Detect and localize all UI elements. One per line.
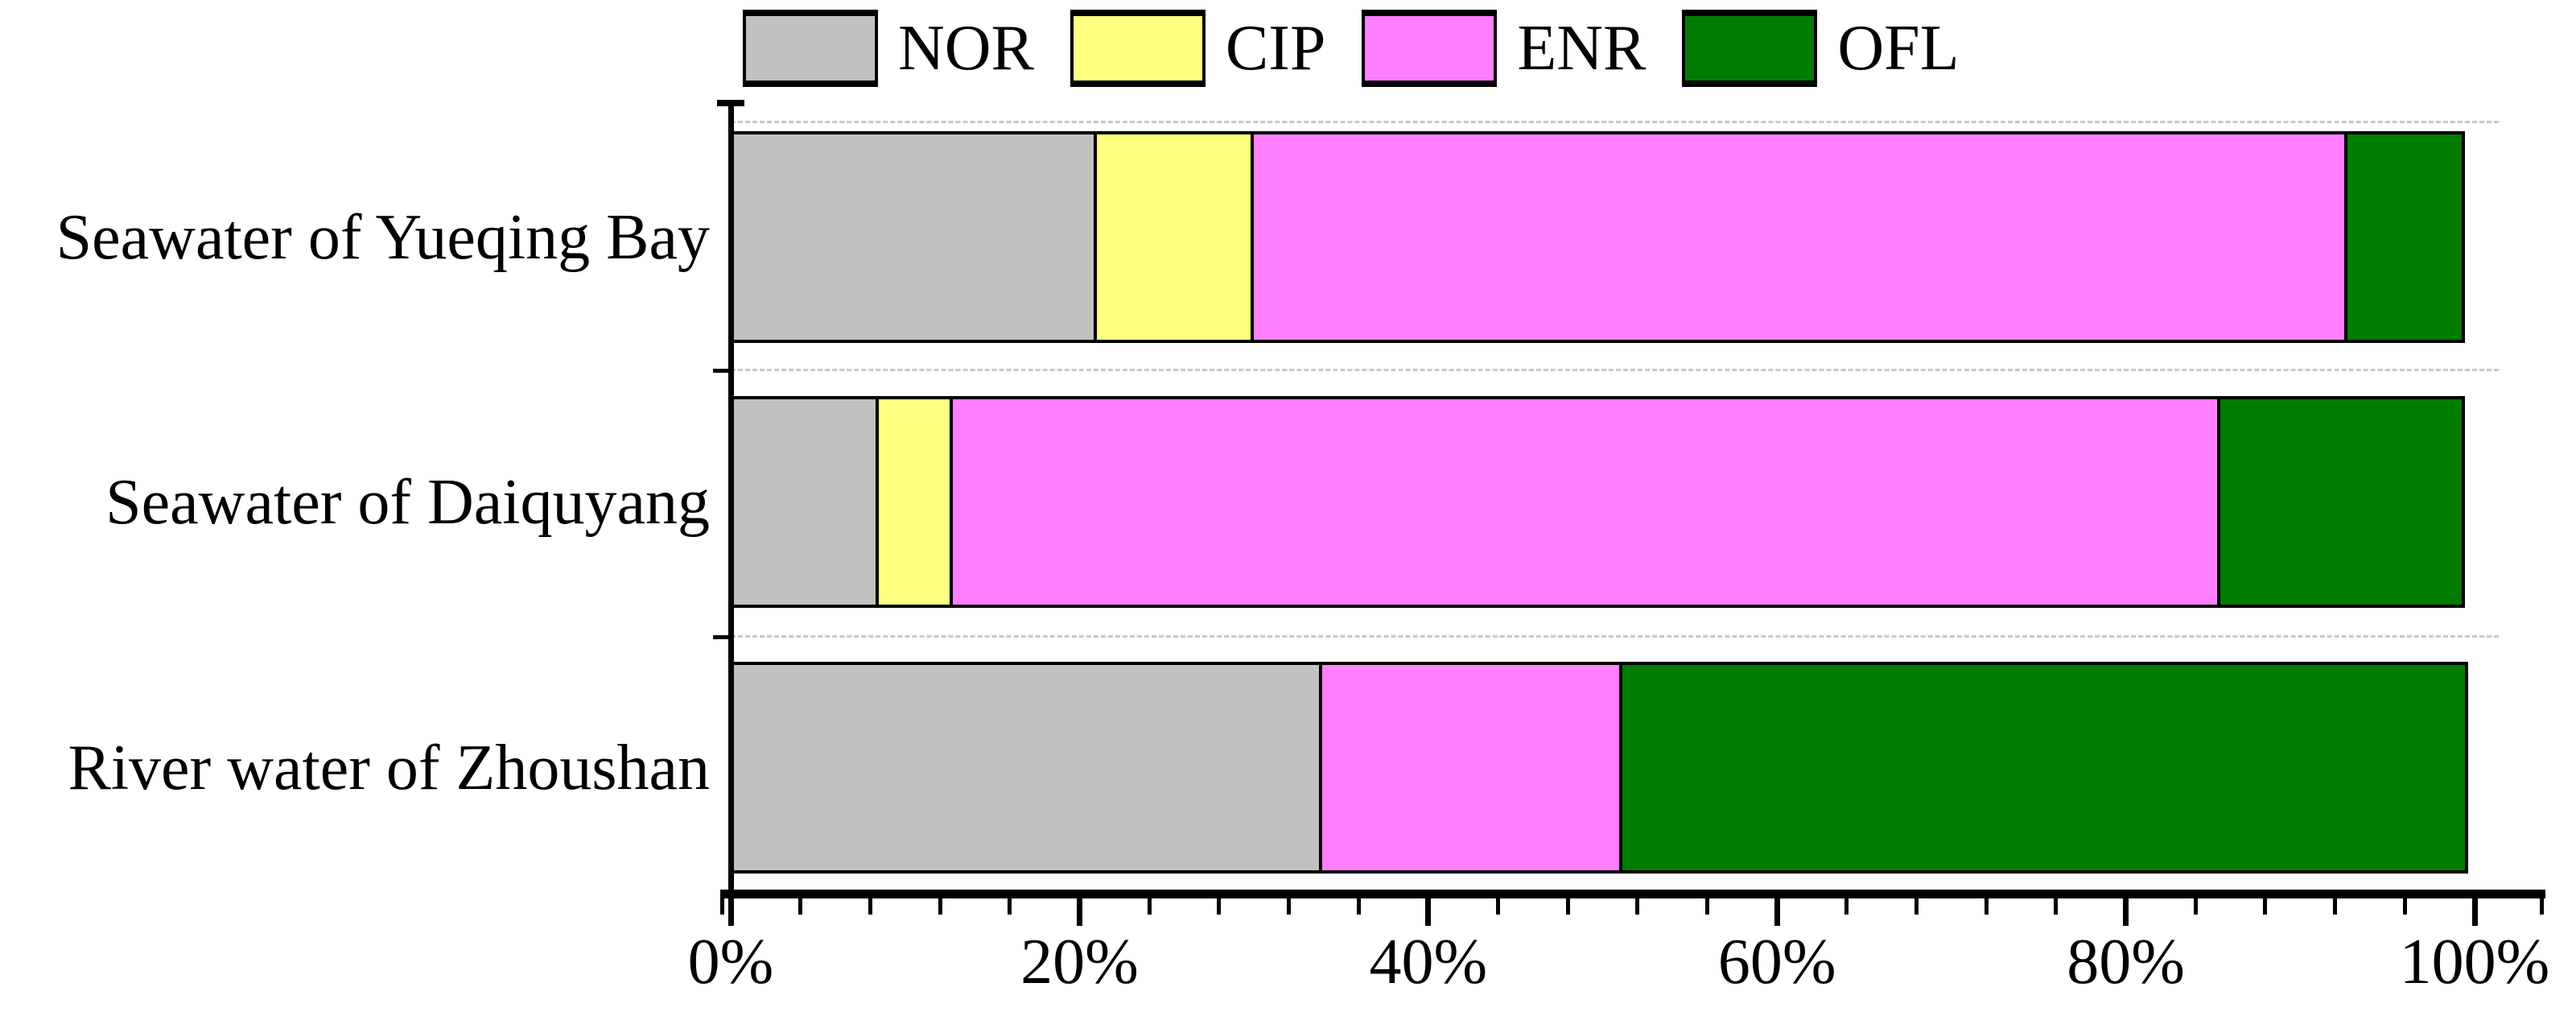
legend-item-ofl: OFL xyxy=(1682,10,1960,87)
x-minor-tick-68 xyxy=(1914,897,1919,915)
x-tick-label-40: 40% xyxy=(1369,927,1488,997)
x-minor-tick-36 xyxy=(1356,897,1361,915)
bar-segment-cip xyxy=(876,396,953,608)
x-minor-tick-96 xyxy=(2402,897,2407,915)
x-tick-label-80: 80% xyxy=(2067,927,2185,997)
x-major-tick-60 xyxy=(1774,897,1780,926)
x-minor-tick-52 xyxy=(1635,897,1640,915)
x-major-tick-80 xyxy=(2123,897,2129,926)
legend-item-enr: ENR xyxy=(1362,10,1646,87)
x-minor-tick-left-end xyxy=(720,897,724,915)
x-minor-tick-28 xyxy=(1217,897,1222,915)
legend-item-nor: NOR xyxy=(743,10,1034,87)
x-minor-tick-72 xyxy=(1984,897,1989,915)
x-minor-tick-88 xyxy=(2263,897,2268,915)
bar-segment-cip xyxy=(1094,131,1255,343)
bar-segment-enr xyxy=(1318,662,1622,874)
bar-segment-nor xyxy=(731,662,1322,874)
legend-swatch-ofl xyxy=(1682,10,1818,87)
y-axis-end-tick xyxy=(717,100,744,106)
x-minor-tick-44 xyxy=(1495,897,1500,915)
bar-segment-ofl xyxy=(2344,131,2465,343)
x-minor-tick-56 xyxy=(1705,897,1710,915)
legend: NOR CIP ENR OFL xyxy=(743,10,1960,87)
y-axis-boundary-tick-1 xyxy=(713,635,728,639)
legend-label-nor: NOR xyxy=(898,13,1034,84)
x-tick-label-100: 100% xyxy=(2399,927,2550,997)
bar-segment-ofl xyxy=(2217,396,2465,608)
x-minor-tick-right-end xyxy=(2540,897,2544,915)
x-minor-tick-48 xyxy=(1565,897,1570,915)
y-axis-boundary-tick-0 xyxy=(713,369,728,373)
x-minor-tick-64 xyxy=(1844,897,1849,915)
x-minor-tick-92 xyxy=(2333,897,2338,915)
x-minor-tick-16 xyxy=(1008,897,1012,915)
legend-item-cip: CIP xyxy=(1070,10,1326,87)
bar-row-2 xyxy=(731,662,2475,874)
x-minor-tick-4 xyxy=(798,897,803,915)
x-minor-tick-76 xyxy=(2054,897,2059,915)
legend-swatch-enr xyxy=(1362,10,1498,87)
x-major-tick-40 xyxy=(1425,897,1432,926)
legend-swatch-cip xyxy=(1070,10,1206,87)
x-minor-tick-84 xyxy=(2193,897,2198,915)
bar-row-1 xyxy=(731,396,2475,608)
bar-segment-nor xyxy=(731,131,1098,343)
bar-segment-ofl xyxy=(1618,662,2468,874)
legend-label-ofl: OFL xyxy=(1837,13,1960,84)
bar-segment-enr xyxy=(1251,131,2348,343)
x-major-tick-20 xyxy=(1076,897,1082,926)
legend-swatch-nor xyxy=(743,10,878,87)
legend-label-cip: CIP xyxy=(1225,13,1326,84)
category-label-0: Seawater of Yueqing Bay xyxy=(56,201,710,273)
category-label-2: River water of Zhoushan xyxy=(68,732,710,803)
grid-separator-0 xyxy=(731,121,2499,123)
legend-label-enr: ENR xyxy=(1517,13,1647,84)
x-major-tick-0 xyxy=(727,897,734,926)
bar-segment-nor xyxy=(731,396,880,608)
grid-separator-1 xyxy=(731,369,2499,371)
x-major-tick-100 xyxy=(2471,897,2478,926)
bar-row-0 xyxy=(731,131,2475,343)
y-axis-line xyxy=(728,101,734,898)
x-tick-label-20: 20% xyxy=(1020,927,1139,997)
x-minor-tick-32 xyxy=(1286,897,1291,915)
x-minor-tick-8 xyxy=(868,897,872,915)
x-tick-label-60: 60% xyxy=(1717,927,1836,997)
x-axis-line xyxy=(720,890,2545,898)
grid-separator-2 xyxy=(731,635,2499,638)
category-label-1: Seawater of Daiquyang xyxy=(105,466,710,538)
bar-segment-enr xyxy=(949,396,2221,608)
x-minor-tick-12 xyxy=(938,897,942,915)
x-minor-tick-24 xyxy=(1147,897,1152,915)
x-tick-label-0: 0% xyxy=(687,927,774,997)
